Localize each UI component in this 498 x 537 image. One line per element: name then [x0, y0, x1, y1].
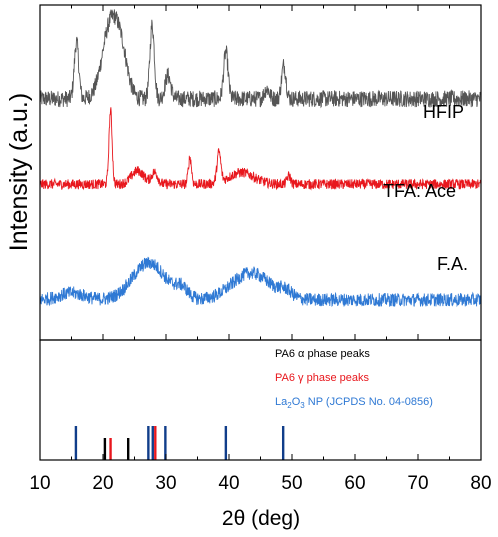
x-tick-label: 70 — [407, 473, 428, 494]
series-line-1 — [39, 107, 482, 191]
x-tick-label: 80 — [470, 473, 491, 494]
x-axis-label: 2θ (deg) — [222, 507, 300, 530]
x-tick-label: 50 — [281, 473, 302, 494]
series-label-tfa-ace: TFA: Ace — [383, 181, 456, 201]
series-layer — [39, 9, 482, 308]
tick-layer: 10 20 30 40 50 60 70 80 — [29, 5, 492, 494]
series-line-0 — [39, 9, 482, 109]
legend-la2o3: La2O3 NP (JCPDS No. 04-0856) — [275, 396, 433, 410]
upper-panel-frame — [39, 4, 482, 341]
x-tick-label: 20 — [92, 473, 113, 494]
y-axis-label: Intensity (a.u.) — [5, 93, 33, 251]
series-label-hfip: HFIP — [423, 102, 464, 122]
x-tick-label: 40 — [218, 473, 239, 494]
legend-gamma-phase: PA6 γ phase peaks — [275, 372, 369, 384]
series-label-fa: F.A. — [437, 254, 468, 274]
x-tick-label: 10 — [29, 473, 50, 494]
series-line-2 — [39, 256, 482, 308]
legend-alpha-phase: PA6 α phase peaks — [275, 348, 370, 360]
x-tick-label: 30 — [155, 473, 176, 494]
reference-lines-layer — [74, 426, 285, 460]
x-tick-label: 60 — [344, 473, 365, 494]
